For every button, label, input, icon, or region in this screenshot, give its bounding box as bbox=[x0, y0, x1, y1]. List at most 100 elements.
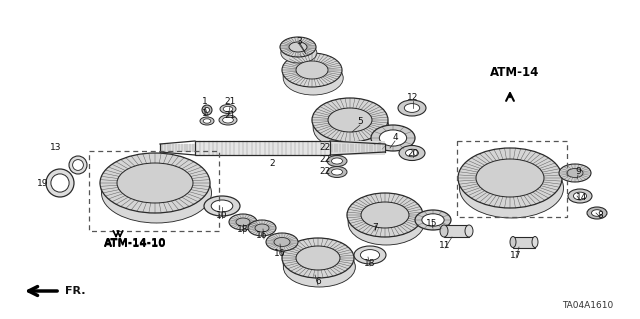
Ellipse shape bbox=[282, 53, 342, 87]
Text: ATM-14-10: ATM-14-10 bbox=[104, 238, 166, 248]
Text: 17: 17 bbox=[510, 251, 522, 261]
Ellipse shape bbox=[229, 214, 257, 230]
Text: 22: 22 bbox=[319, 167, 331, 176]
FancyBboxPatch shape bbox=[444, 225, 469, 237]
Ellipse shape bbox=[46, 169, 74, 197]
Ellipse shape bbox=[573, 192, 587, 200]
FancyBboxPatch shape bbox=[330, 141, 385, 155]
Ellipse shape bbox=[72, 160, 83, 170]
Ellipse shape bbox=[398, 100, 426, 116]
Ellipse shape bbox=[327, 155, 347, 167]
Text: ATM-14-10: ATM-14-10 bbox=[104, 239, 166, 249]
Ellipse shape bbox=[465, 225, 473, 237]
Ellipse shape bbox=[296, 61, 328, 79]
Ellipse shape bbox=[327, 145, 347, 155]
Ellipse shape bbox=[280, 37, 316, 57]
Ellipse shape bbox=[255, 224, 269, 232]
Ellipse shape bbox=[568, 189, 592, 203]
Text: 1: 1 bbox=[202, 109, 208, 118]
Text: 14: 14 bbox=[576, 194, 588, 203]
Ellipse shape bbox=[415, 210, 451, 230]
Ellipse shape bbox=[203, 119, 211, 123]
Text: 16: 16 bbox=[256, 232, 268, 241]
Ellipse shape bbox=[327, 167, 347, 177]
Ellipse shape bbox=[460, 158, 563, 218]
Text: 11: 11 bbox=[439, 241, 451, 249]
Text: 6: 6 bbox=[315, 278, 321, 286]
Ellipse shape bbox=[371, 125, 415, 151]
Ellipse shape bbox=[117, 163, 193, 203]
Ellipse shape bbox=[559, 164, 591, 182]
Ellipse shape bbox=[284, 247, 355, 287]
Ellipse shape bbox=[313, 106, 389, 150]
Ellipse shape bbox=[223, 117, 234, 123]
Ellipse shape bbox=[591, 210, 602, 216]
Ellipse shape bbox=[354, 246, 386, 264]
Ellipse shape bbox=[211, 200, 233, 212]
Ellipse shape bbox=[102, 163, 211, 223]
Ellipse shape bbox=[100, 153, 210, 213]
Text: 2: 2 bbox=[269, 159, 275, 167]
Text: FR.: FR. bbox=[65, 286, 86, 296]
Ellipse shape bbox=[458, 148, 562, 208]
Text: 7: 7 bbox=[372, 224, 378, 233]
Text: 22: 22 bbox=[319, 155, 331, 165]
Text: 18: 18 bbox=[237, 226, 249, 234]
Ellipse shape bbox=[332, 147, 342, 153]
Ellipse shape bbox=[440, 225, 448, 237]
Text: 15: 15 bbox=[426, 219, 438, 228]
Ellipse shape bbox=[380, 130, 406, 146]
Text: 16: 16 bbox=[275, 249, 285, 257]
Ellipse shape bbox=[399, 145, 425, 160]
Text: TA04A1610: TA04A1610 bbox=[563, 300, 614, 309]
Ellipse shape bbox=[406, 149, 419, 157]
Text: 13: 13 bbox=[51, 143, 61, 152]
Text: 18: 18 bbox=[364, 258, 376, 268]
Ellipse shape bbox=[587, 207, 607, 219]
FancyBboxPatch shape bbox=[513, 237, 535, 248]
Text: 3: 3 bbox=[296, 36, 302, 46]
Ellipse shape bbox=[248, 220, 276, 236]
Text: 8: 8 bbox=[597, 211, 603, 219]
Text: 9: 9 bbox=[575, 167, 581, 176]
Ellipse shape bbox=[205, 108, 209, 113]
Ellipse shape bbox=[289, 42, 307, 52]
Text: 19: 19 bbox=[37, 180, 49, 189]
Ellipse shape bbox=[347, 193, 423, 237]
Text: 21: 21 bbox=[224, 98, 236, 107]
Ellipse shape bbox=[404, 104, 420, 112]
Text: 12: 12 bbox=[407, 93, 419, 101]
Ellipse shape bbox=[266, 233, 298, 251]
Text: 22: 22 bbox=[319, 144, 331, 152]
Ellipse shape bbox=[282, 238, 354, 278]
Text: 1: 1 bbox=[202, 98, 208, 107]
Ellipse shape bbox=[332, 169, 342, 175]
Text: 20: 20 bbox=[407, 149, 419, 158]
Ellipse shape bbox=[332, 158, 342, 164]
Ellipse shape bbox=[236, 218, 250, 226]
FancyBboxPatch shape bbox=[160, 144, 195, 152]
Ellipse shape bbox=[220, 105, 236, 114]
Ellipse shape bbox=[328, 108, 372, 132]
Ellipse shape bbox=[532, 236, 538, 248]
Ellipse shape bbox=[296, 246, 340, 270]
Ellipse shape bbox=[361, 202, 409, 228]
Ellipse shape bbox=[360, 249, 380, 260]
Ellipse shape bbox=[422, 214, 444, 226]
Text: 4: 4 bbox=[392, 133, 398, 143]
Ellipse shape bbox=[510, 236, 516, 248]
Ellipse shape bbox=[281, 43, 317, 63]
Ellipse shape bbox=[312, 98, 388, 142]
Ellipse shape bbox=[204, 196, 240, 216]
Ellipse shape bbox=[219, 115, 237, 125]
Text: 10: 10 bbox=[216, 211, 228, 219]
Ellipse shape bbox=[202, 105, 212, 115]
Ellipse shape bbox=[348, 201, 424, 245]
Ellipse shape bbox=[69, 156, 87, 174]
Text: 21: 21 bbox=[224, 110, 236, 120]
Ellipse shape bbox=[51, 174, 69, 192]
Text: ATM-14: ATM-14 bbox=[490, 66, 540, 79]
Text: 5: 5 bbox=[357, 117, 363, 127]
Ellipse shape bbox=[283, 61, 343, 95]
Ellipse shape bbox=[274, 238, 290, 247]
